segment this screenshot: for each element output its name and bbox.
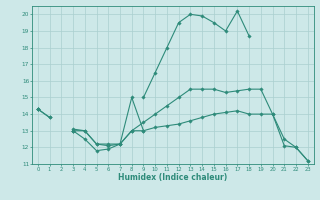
X-axis label: Humidex (Indice chaleur): Humidex (Indice chaleur) [118,173,228,182]
